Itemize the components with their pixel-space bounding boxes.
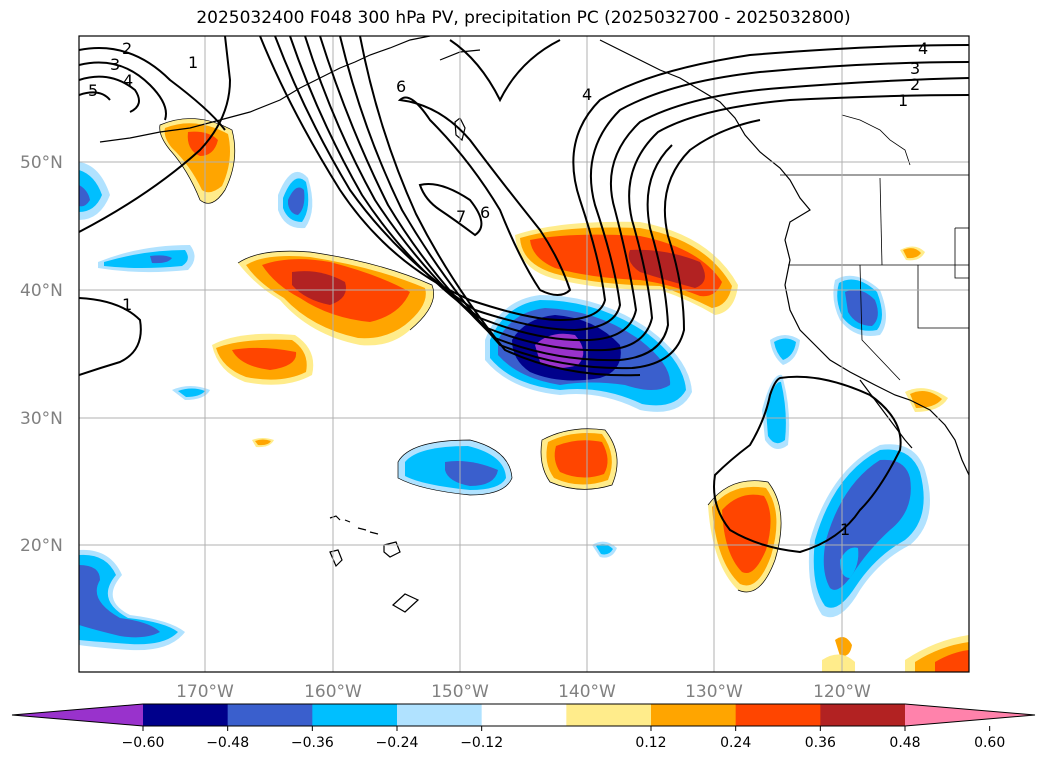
- pv-contour-line: [79, 47, 226, 131]
- lon-label: 140°W: [558, 682, 616, 702]
- lat-label: 30°N: [20, 409, 63, 429]
- figure-title: 2025032400 F048 300 hPa PV, precipitatio…: [196, 8, 851, 28]
- pv-contour-line: [274, 36, 969, 332]
- colorbar-tick-label: −0.24: [376, 735, 419, 751]
- colorbar-tick-label: −0.48: [206, 735, 249, 751]
- contour-label: 7: [456, 207, 466, 226]
- pv-contour-line: [449, 39, 561, 103]
- pv-contour-line: [289, 36, 969, 342]
- colorbar-tick-label: −0.36: [291, 735, 334, 751]
- pv-contour-line: [259, 36, 969, 322]
- colorbar-tick-label: −0.60: [122, 735, 165, 751]
- pv-contour-line: [713, 375, 902, 554]
- colorbar-segment: [227, 704, 313, 726]
- latitude-labels: 50°N 40°N 30°N 20°N: [20, 153, 63, 556]
- pv-contour-line: [304, 36, 969, 352]
- pv-contours: [79, 36, 969, 554]
- lon-label: 150°W: [431, 682, 489, 702]
- colorbar-tick-label: 0.24: [720, 735, 751, 751]
- lat-label: 50°N: [20, 153, 63, 173]
- state-borders: [780, 114, 969, 381]
- colorbar-segment: [481, 704, 567, 726]
- colorbar-segment: [651, 704, 737, 726]
- contour-label: 1: [122, 295, 132, 314]
- contour-label: 3: [110, 55, 120, 74]
- lon-label: 160°W: [304, 682, 362, 702]
- baja-coast: [859, 379, 913, 449]
- lon-label: 130°W: [685, 682, 743, 702]
- pv-contour-line: [397, 96, 572, 296]
- lat-label: 40°N: [20, 281, 63, 301]
- colorbar-segment: [566, 704, 652, 726]
- pv-contour-line: [79, 297, 142, 376]
- pv-contour-line: [79, 61, 167, 121]
- contour-label: 2: [910, 75, 920, 94]
- colorbar-tick-label: 0.36: [805, 735, 836, 751]
- contour-label: 5: [88, 81, 98, 100]
- map-frame: [78, 35, 970, 673]
- pv-contour-line: [79, 36, 232, 233]
- colorbar: −0.60 −0.48 −0.36 −0.24 −0.12 0.12 0.24 0.36 0.4…: [11, 703, 1036, 751]
- pv-contour-line: [79, 75, 140, 113]
- hawaii-islands: [329, 515, 401, 558]
- pv-contour-line: [418, 183, 483, 237]
- precip-positive-blob: [835, 636, 852, 657]
- longitude-labels: 170°W 160°W 150°W 140°W 130°W 120°W: [176, 682, 871, 702]
- contour-label: 1: [188, 53, 198, 72]
- contour-label: 3: [910, 59, 920, 78]
- contour-label: 6: [396, 77, 406, 96]
- contour-label: 1: [840, 520, 850, 539]
- lon-label: 170°W: [176, 682, 234, 702]
- lat-label: 20°N: [20, 536, 63, 556]
- contour-label: 6: [480, 203, 490, 222]
- alaska-coast: [99, 36, 431, 143]
- precip-shading: [79, 118, 969, 672]
- colorbar-segment: [397, 704, 483, 726]
- colorbar-segment: [143, 704, 229, 726]
- lon-label: 120°W: [813, 682, 871, 702]
- colorbar-extend-high: [905, 704, 1035, 726]
- colorbar-tick-label: 0.48: [889, 735, 920, 751]
- colorbar-segment: [312, 704, 398, 726]
- colorbar-tick-label: 0.60: [974, 735, 1005, 751]
- contour-label: 2: [122, 39, 132, 58]
- colorbar-tick-label: −0.12: [460, 735, 503, 751]
- colorbar-extend-low: [12, 704, 143, 726]
- pv-contour-line: [79, 91, 111, 101]
- pv-contour-line: [359, 36, 641, 377]
- pv-contour-line: [339, 36, 761, 370]
- contour-labels: 2 3 4 5 1 6 7 6 4 4 3 2 1 1 1: [88, 39, 928, 539]
- colorbar-tick-label: 0.12: [635, 735, 666, 751]
- contour-label: 4: [918, 39, 928, 58]
- contour-label: 1: [898, 91, 908, 110]
- colorbar-segment: [820, 704, 906, 726]
- contour-label: 4: [123, 71, 133, 90]
- colorbar-segment: [735, 704, 821, 726]
- pv-contour-line: [319, 36, 673, 362]
- map-plot-area: 2 3 4 5 1 6 7 6 4 4 3 2 1 1 1: [79, 36, 969, 672]
- contour-label: 4: [582, 85, 592, 104]
